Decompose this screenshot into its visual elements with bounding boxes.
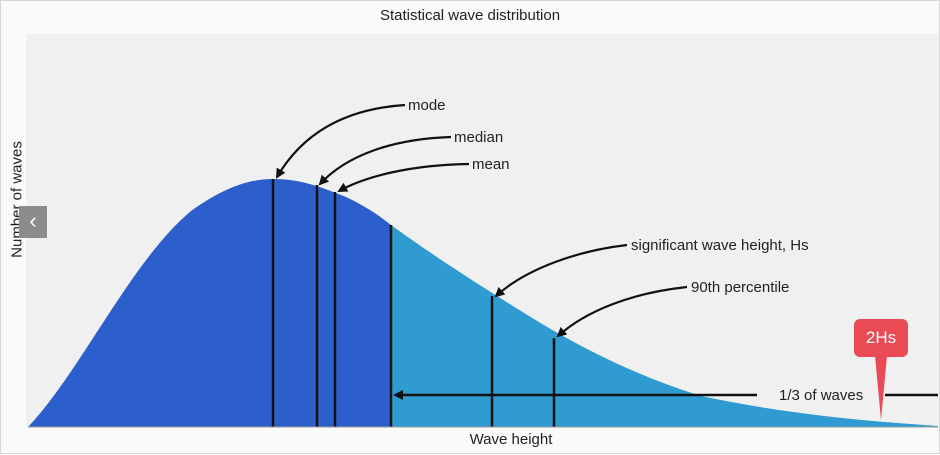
previous-slide-button[interactable]: ‹	[19, 206, 47, 238]
percentile90-arrow	[556, 285, 688, 338]
mean-label: mean	[472, 156, 510, 173]
hs-label: significant wave height, Hs	[631, 237, 809, 254]
mode-arrow	[275, 103, 406, 179]
mode-label: mode	[408, 97, 446, 114]
percentile90-label: 90th percentile	[691, 279, 789, 296]
median-label: median	[454, 129, 503, 146]
tail-area	[391, 225, 938, 427]
main-area	[28, 179, 391, 427]
median-arrow	[318, 135, 452, 186]
x-axis-label: Wave height	[469, 431, 553, 448]
hs2-marker[interactable]: 2Hs	[854, 319, 908, 357]
hs2-marker-label: 2Hs	[865, 328, 897, 347]
diagram-title: Statistical wave distribution	[379, 7, 561, 24]
hs-arrow	[494, 243, 628, 298]
third-label: 1/3 of waves	[779, 387, 863, 404]
mean-arrow	[337, 162, 470, 192]
y-axis-label: Number of waves	[8, 141, 26, 258]
hs2-marker-pin	[875, 356, 887, 420]
chevron-left-icon: ‹	[29, 208, 37, 233]
